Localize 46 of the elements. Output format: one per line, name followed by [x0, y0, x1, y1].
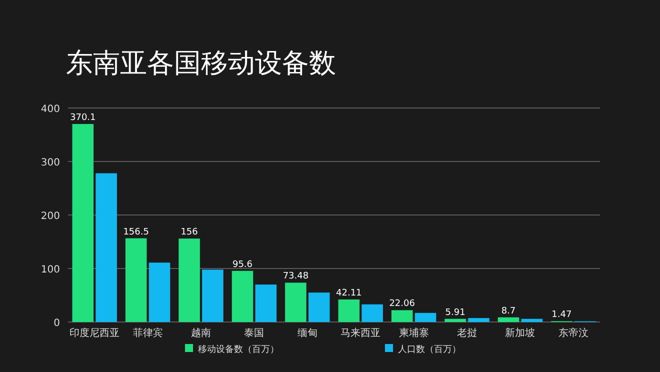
y-tick-label: 400	[40, 104, 60, 115]
data-label: 1.47	[552, 310, 572, 320]
data-label: 42.11	[336, 288, 362, 298]
bar	[255, 284, 277, 322]
bar	[362, 304, 383, 322]
bar	[521, 318, 543, 322]
bar	[391, 310, 413, 322]
bar	[96, 173, 117, 322]
data-label: 156.5	[123, 227, 149, 238]
x-tick-label: 缅甸	[297, 327, 318, 339]
bar	[444, 318, 466, 322]
data-label: 95.6	[232, 260, 253, 270]
y-tick-label: 100	[40, 264, 60, 276]
bar	[308, 292, 330, 322]
bar	[498, 317, 520, 322]
x-tick-label: 印度尼西亚	[70, 327, 120, 339]
chart-title: 东南亚各国移动设备数	[66, 48, 336, 79]
y-tick-label: 300	[40, 158, 60, 168]
bar	[338, 299, 360, 322]
y-tick-label: 200	[40, 211, 60, 222]
x-tick-label: 老挝	[457, 327, 477, 339]
bar	[72, 124, 94, 322]
data-label: 370.1	[70, 112, 96, 123]
legend-label: 移动设备数（百万）	[198, 344, 279, 355]
x-tick-label: 菲律宾	[132, 327, 163, 339]
data-label: 8.7	[501, 306, 516, 316]
x-tick-label: 越南	[191, 327, 211, 339]
bar	[232, 270, 254, 322]
x-tick-label: 马来西亚	[340, 327, 381, 339]
bar	[468, 318, 490, 322]
bar	[178, 238, 200, 322]
bar	[202, 270, 224, 322]
y-tick-label: 0	[54, 318, 60, 329]
data-label: 22.06	[389, 299, 416, 310]
data-label: 156	[180, 228, 198, 238]
bar	[285, 282, 306, 322]
bar	[148, 262, 170, 322]
legend-label: 人口数（百万）	[398, 344, 461, 355]
x-tick-label: 柬埔寨	[398, 327, 429, 339]
data-label: 73.48	[282, 272, 309, 282]
x-tick-label: 泰国	[244, 328, 264, 339]
x-tick-label: 新加坡	[505, 327, 536, 339]
data-label: 5.91	[445, 308, 466, 318]
x-tick-label: 东帝汶	[558, 327, 588, 339]
bar	[125, 238, 147, 322]
bar	[414, 312, 436, 322]
